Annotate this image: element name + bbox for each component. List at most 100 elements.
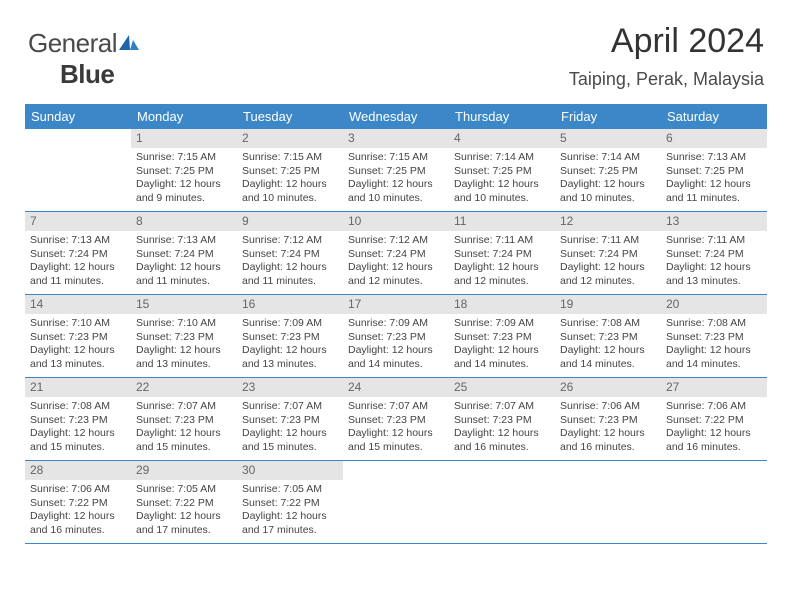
location: Taiping, Perak, Malaysia	[569, 69, 764, 90]
daylight-line: Daylight: 12 hours and 10 minutes.	[348, 178, 444, 205]
sunrise-line: Sunrise: 7:07 AM	[454, 400, 550, 413]
sunrise-line: Sunrise: 7:09 AM	[348, 317, 444, 330]
daylight-line: Daylight: 12 hours and 15 minutes.	[136, 427, 232, 454]
daylight-line: Daylight: 12 hours and 13 minutes.	[30, 344, 126, 371]
weekday-header: Wednesday	[343, 104, 449, 129]
daylight-line: Daylight: 12 hours and 9 minutes.	[136, 178, 232, 205]
daylight-line: Daylight: 12 hours and 11 minutes.	[30, 261, 126, 288]
day-detail: Sunrise: 7:12 AMSunset: 7:24 PMDaylight:…	[343, 231, 449, 293]
sunset-line: Sunset: 7:25 PM	[242, 165, 338, 178]
sunrise-line: Sunrise: 7:05 AM	[136, 483, 232, 496]
sunrise-line: Sunrise: 7:07 AM	[348, 400, 444, 413]
calendar-cell: 18Sunrise: 7:09 AMSunset: 7:23 PMDayligh…	[449, 295, 555, 377]
logo: General Blue	[28, 28, 141, 90]
sunset-line: Sunset: 7:23 PM	[666, 331, 762, 344]
day-detail: Sunrise: 7:10 AMSunset: 7:23 PMDaylight:…	[131, 314, 237, 376]
sunrise-line: Sunrise: 7:12 AM	[242, 234, 338, 247]
sunrise-line: Sunrise: 7:15 AM	[242, 151, 338, 164]
sunrise-line: Sunrise: 7:14 AM	[560, 151, 656, 164]
sunrise-line: Sunrise: 7:10 AM	[30, 317, 126, 330]
weekday-header: Thursday	[449, 104, 555, 129]
day-number: 30	[237, 461, 343, 480]
sunrise-line: Sunrise: 7:15 AM	[136, 151, 232, 164]
calendar-cell: 15Sunrise: 7:10 AMSunset: 7:23 PMDayligh…	[131, 295, 237, 377]
daylight-line: Daylight: 12 hours and 14 minutes.	[348, 344, 444, 371]
sunrise-line: Sunrise: 7:07 AM	[136, 400, 232, 413]
calendar-cell: 17 Sunrise: 7:09 AMSunset: 7:23 PMDayligh…	[343, 295, 449, 377]
day-detail: Sunrise: 7:15 AMSunset: 7:25 PMDaylight:…	[237, 148, 343, 210]
calendar-cell: 16Sunrise: 7:09 AMSunset: 7:23 PMDayligh…	[237, 295, 343, 377]
logo-word-2: Blue	[60, 59, 114, 89]
month-title: April 2024	[569, 22, 764, 61]
sunset-line: Sunset: 7:23 PM	[136, 331, 232, 344]
daylight-line: Daylight: 12 hours and 13 minutes.	[666, 261, 762, 288]
sunset-line: Sunset: 7:23 PM	[136, 414, 232, 427]
daylight-line: Daylight: 12 hours and 12 minutes.	[454, 261, 550, 288]
calendar: SundayMondayTuesdayWednesdayThursdayFrid…	[25, 104, 767, 544]
day-detail: Sunrise: 7:14 AMSunset: 7:25 PMDaylight:…	[555, 148, 661, 210]
calendar-cell: 19Sunrise: 7:08 AMSunset: 7:23 PMDayligh…	[555, 295, 661, 377]
sunset-line: Sunset: 7:23 PM	[348, 414, 444, 427]
day-detail: Sunrise: 7:11 AMSunset: 7:24 PMDaylight:…	[555, 231, 661, 293]
calendar-cell	[661, 461, 767, 543]
calendar-cell: 11Sunrise: 7:11 AMSunset: 7:24 PMDayligh…	[449, 212, 555, 294]
calendar-cell: 29Sunrise: 7:05 AMSunset: 7:22 PMDayligh…	[131, 461, 237, 543]
day-number: 16	[237, 295, 343, 314]
day-number: 5	[555, 129, 661, 148]
day-number: 18	[449, 295, 555, 314]
day-number: 11	[449, 212, 555, 231]
sunrise-line: Sunrise: 7:07 AM	[242, 400, 338, 413]
daylight-line: Daylight: 12 hours and 11 minutes.	[136, 261, 232, 288]
day-detail: Sunrise: 7:15 AMSunset: 7:25 PMDaylight:…	[343, 148, 449, 210]
weekday-header: Tuesday	[237, 104, 343, 129]
calendar-cell: 3Sunrise: 7:15 AMSunset: 7:25 PMDaylight…	[343, 129, 449, 211]
sunrise-line: Sunrise: 7:13 AM	[30, 234, 126, 247]
daylight-line: Daylight: 12 hours and 15 minutes.	[30, 427, 126, 454]
calendar-cell: 1Sunrise: 7:15 AMSunset: 7:25 PMDaylight…	[131, 129, 237, 211]
daylight-line: Daylight: 12 hours and 12 minutes.	[348, 261, 444, 288]
sunrise-line: Sunrise: 7:06 AM	[666, 400, 762, 413]
day-detail: Sunrise: 7:08 AMSunset: 7:23 PMDaylight:…	[661, 314, 767, 376]
daylight-line: Daylight: 12 hours and 10 minutes.	[560, 178, 656, 205]
daylight-line: Daylight: 12 hours and 16 minutes.	[560, 427, 656, 454]
sunrise-line: Sunrise: 7:09 AM	[454, 317, 550, 330]
day-number: 17	[343, 295, 449, 314]
calendar-cell	[555, 461, 661, 543]
daylight-line: Daylight: 12 hours and 15 minutes.	[242, 427, 338, 454]
day-detail: Sunrise: 7:05 AMSunset: 7:22 PMDaylight:…	[131, 480, 237, 542]
calendar-cell: 20Sunrise: 7:08 AMSunset: 7:23 PMDayligh…	[661, 295, 767, 377]
day-detail: Sunrise: 7:09 AMSunset: 7:23 PMDaylight:…	[449, 314, 555, 376]
sunset-line: Sunset: 7:23 PM	[30, 414, 126, 427]
sunset-line: Sunset: 7:24 PM	[560, 248, 656, 261]
daylight-line: Daylight: 12 hours and 15 minutes.	[348, 427, 444, 454]
day-number: 27	[661, 378, 767, 397]
sunrise-line: Sunrise: 7:13 AM	[666, 151, 762, 164]
calendar-cell: 25Sunrise: 7:07 AMSunset: 7:23 PMDayligh…	[449, 378, 555, 460]
day-detail: Sunrise: 7:13 AMSunset: 7:24 PMDaylight:…	[25, 231, 131, 293]
logo-text: General Blue	[28, 28, 141, 90]
calendar-cell: 23Sunrise: 7:07 AMSunset: 7:23 PMDayligh…	[237, 378, 343, 460]
title-block: April 2024 Taiping, Perak, Malaysia	[569, 22, 764, 94]
sunset-line: Sunset: 7:23 PM	[454, 414, 550, 427]
day-number: 7	[25, 212, 131, 231]
sunset-line: Sunset: 7:24 PM	[30, 248, 126, 261]
daylight-line: Daylight: 12 hours and 16 minutes.	[30, 510, 126, 537]
daylight-line: Daylight: 12 hours and 17 minutes.	[136, 510, 232, 537]
sunset-line: Sunset: 7:23 PM	[348, 331, 444, 344]
sunset-line: Sunset: 7:22 PM	[666, 414, 762, 427]
day-number: 6	[661, 129, 767, 148]
sunrise-line: Sunrise: 7:15 AM	[348, 151, 444, 164]
day-number: 19	[555, 295, 661, 314]
day-detail: Sunrise: 7:15 AMSunset: 7:25 PMDaylight:…	[131, 148, 237, 210]
calendar-cell: 24 Sunrise: 7:07 AMSunset: 7:23 PMDayligh…	[343, 378, 449, 460]
calendar-cell	[449, 461, 555, 543]
day-number: 24	[343, 378, 449, 397]
daylight-line: Daylight: 12 hours and 16 minutes.	[454, 427, 550, 454]
sunset-line: Sunset: 7:25 PM	[666, 165, 762, 178]
calendar-cell: 10Sunrise: 7:12 AMSunset: 7:24 PMDayligh…	[343, 212, 449, 294]
day-detail: Sunrise: 7:13 AMSunset: 7:25 PMDaylight:…	[661, 148, 767, 210]
sunrise-line: Sunrise: 7:14 AM	[454, 151, 550, 164]
sunset-line: Sunset: 7:23 PM	[560, 331, 656, 344]
sunset-line: Sunset: 7:25 PM	[454, 165, 550, 178]
sunset-line: Sunset: 7:25 PM	[136, 165, 232, 178]
